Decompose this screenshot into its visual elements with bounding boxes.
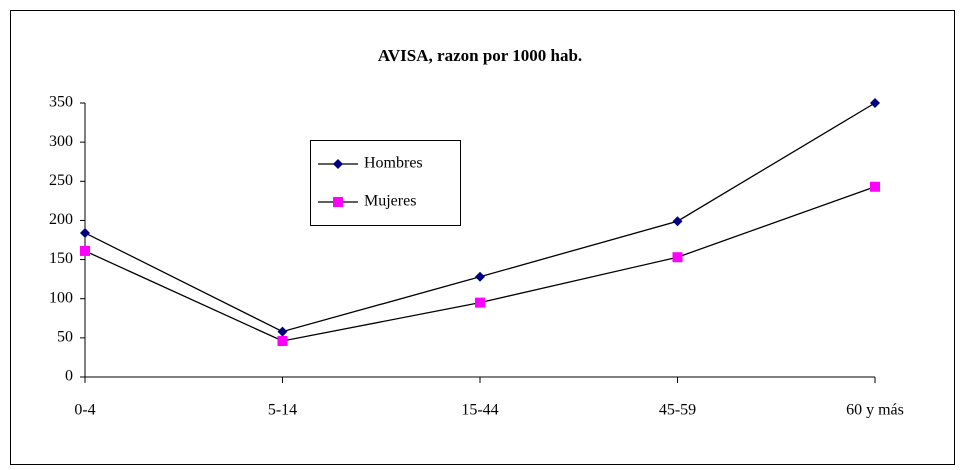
x-tick-label: 60 y más (846, 402, 904, 419)
x-tick-label: 5-14 (268, 402, 297, 419)
legend-box (310, 140, 461, 226)
marker (870, 181, 880, 192)
marker (475, 297, 485, 308)
marker (672, 216, 683, 227)
marker (277, 326, 288, 337)
chart-title: AVISA, razon por 1000 hab. (378, 46, 582, 65)
marker (80, 227, 90, 238)
marker (80, 245, 90, 256)
marker (870, 98, 880, 108)
x-tick-label: 15-44 (461, 402, 498, 419)
y-tick-label: 300 (49, 133, 73, 150)
marker (672, 252, 683, 263)
y-tick-label: 150 (49, 250, 73, 267)
y-tick-label: 350 (49, 94, 73, 111)
marker (333, 159, 343, 169)
x-tick-label: 0-4 (74, 402, 95, 419)
y-tick-label: 200 (49, 211, 73, 228)
x-tick-label: 45-59 (659, 402, 696, 419)
y-tick-label: 250 (49, 172, 73, 189)
y-tick-label: 100 (49, 289, 73, 306)
y-tick-label: 50 (57, 329, 73, 346)
legend-label: Mujeres (364, 193, 416, 210)
marker (277, 335, 288, 346)
legend-label: Hombres (364, 155, 423, 172)
marker (475, 271, 485, 282)
marker (333, 197, 343, 207)
chart-border (10, 10, 955, 465)
y-tick-label: 0 (65, 368, 73, 385)
